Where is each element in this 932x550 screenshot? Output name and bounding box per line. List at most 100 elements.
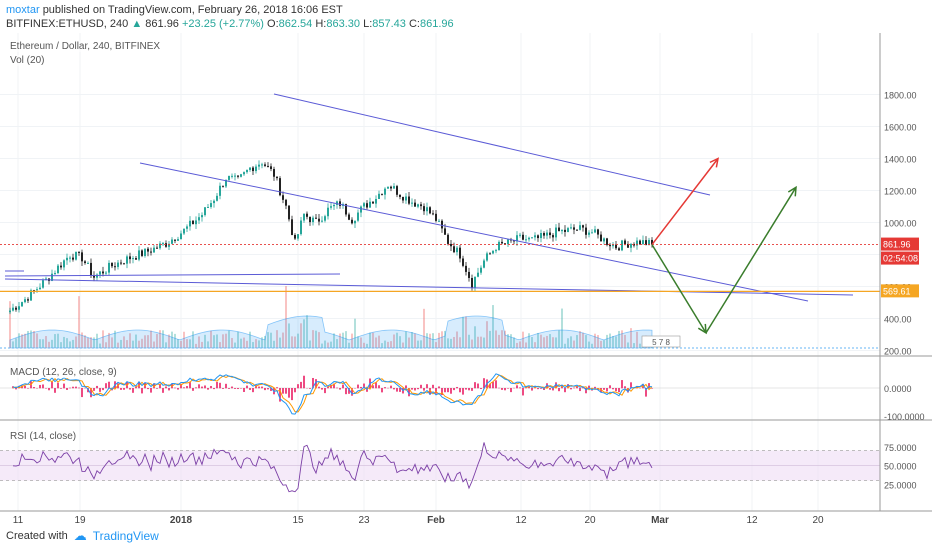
x-tick-label: 12 [746,515,758,526]
macd-histogram-bar [321,388,323,390]
volume-bar [534,342,536,348]
candle-body [156,247,158,249]
candle-body [636,240,638,246]
volume-bar [225,333,227,348]
macd-histogram-bar [132,388,134,393]
volume-bar [270,332,272,348]
macd-histogram-bar [567,384,569,389]
candle-body [420,204,422,207]
macd-histogram-bar [108,381,110,389]
candle-body [486,253,488,261]
volume-bar [615,336,617,348]
volume-bar [204,334,206,348]
volume-bar [579,331,581,348]
macd-histogram-bar [339,388,341,390]
macd-histogram-bar [27,388,29,389]
macd-histogram-bar [93,388,95,391]
macd-histogram-bar [564,388,566,393]
volume-bar [552,337,554,348]
volume-bar [396,332,398,348]
volume-bar [609,333,611,348]
volume-bar [399,336,401,348]
candle-body [261,164,263,166]
volume-bar [129,333,131,348]
candle-body [429,207,431,214]
volume-bar [72,339,74,348]
volume-bar [591,343,593,348]
macd-histogram-bar [51,381,53,389]
candle-body [123,263,125,265]
candle-body [633,243,635,246]
macd-histogram-bar [582,387,584,389]
publish-line: moxtar published on TradingView.com, Feb… [6,3,926,17]
x-tick-label: 20 [812,515,824,526]
macd-histogram-bar [480,388,482,390]
candle-body [327,207,329,217]
macd-histogram-bar [198,384,200,389]
candle-body [63,260,65,268]
candle-body [546,232,548,236]
high-label: H: [315,18,327,30]
candle-body [210,203,212,207]
volume-bar [315,330,317,348]
candle-body [189,220,191,227]
macd-histogram-bar [606,388,608,392]
long-trendline [4,278,854,296]
volume-bar [558,330,560,348]
volume-bar [474,326,476,348]
macd-histogram-bar [465,388,467,390]
candle-body [258,164,260,167]
tradingview-brand[interactable]: TradingView [92,529,159,543]
macd-histogram-bar [471,388,473,391]
chart-area[interactable]: 5 7 8 1800.00 1600.00 1400.00 1200.00 1000.0… [0,33,932,528]
candle-body [477,272,479,277]
candle-body [375,199,377,204]
volume-bar [627,342,629,348]
candle-body [432,213,434,215]
volume-bar [531,337,533,348]
candle-body [24,299,26,303]
projection-arrowhead-rebound [787,185,797,197]
candle-body [117,262,119,267]
price-tick-label: 1400.00 [884,155,917,165]
volume-bar [171,331,173,348]
volume-bar [513,337,515,348]
volume-bar [219,342,221,348]
candle-body [306,213,308,217]
grid [0,33,880,511]
candle-body [483,260,485,268]
projection-arrowhead-up [709,157,720,168]
macd-histogram-bar [327,386,329,389]
candle-body [249,167,251,170]
volume-bar [456,331,458,348]
created-with-text: Created with [6,530,68,542]
candle-body [528,237,530,240]
base-trendline [4,273,341,277]
volume-bar [408,337,410,348]
volume-bar [459,337,461,348]
volume-bar [231,337,233,348]
volume-bar [261,337,263,348]
macd-histogram-bar [366,388,368,392]
macd-histogram-bar [264,388,266,391]
volume-label: Vol (20) [10,55,45,66]
price-chart[interactable]: 5 7 8 1800.00 1600.00 1400.00 1200.00 1000.0… [0,33,932,528]
macd-histogram-bar [87,388,89,393]
macd-histogram-bar [438,386,440,389]
candle-body [390,186,392,189]
candle-body [198,217,200,221]
volume-bar [105,342,107,348]
macd-histogram-bar [414,388,416,391]
candle-body [213,200,215,204]
x-tick-label: 23 [358,515,370,526]
candle-body [441,220,443,229]
author-link[interactable]: moxtar [6,4,40,16]
volume-bar [297,333,299,348]
macd-histogram-bar [309,388,311,389]
candle-body [201,215,203,218]
macd-histogram-bar [483,378,485,389]
candle-body [15,307,17,310]
macd-histogram-bar [57,382,59,389]
macd-histogram-bar [420,384,422,389]
projection-arrow-down [651,244,707,334]
